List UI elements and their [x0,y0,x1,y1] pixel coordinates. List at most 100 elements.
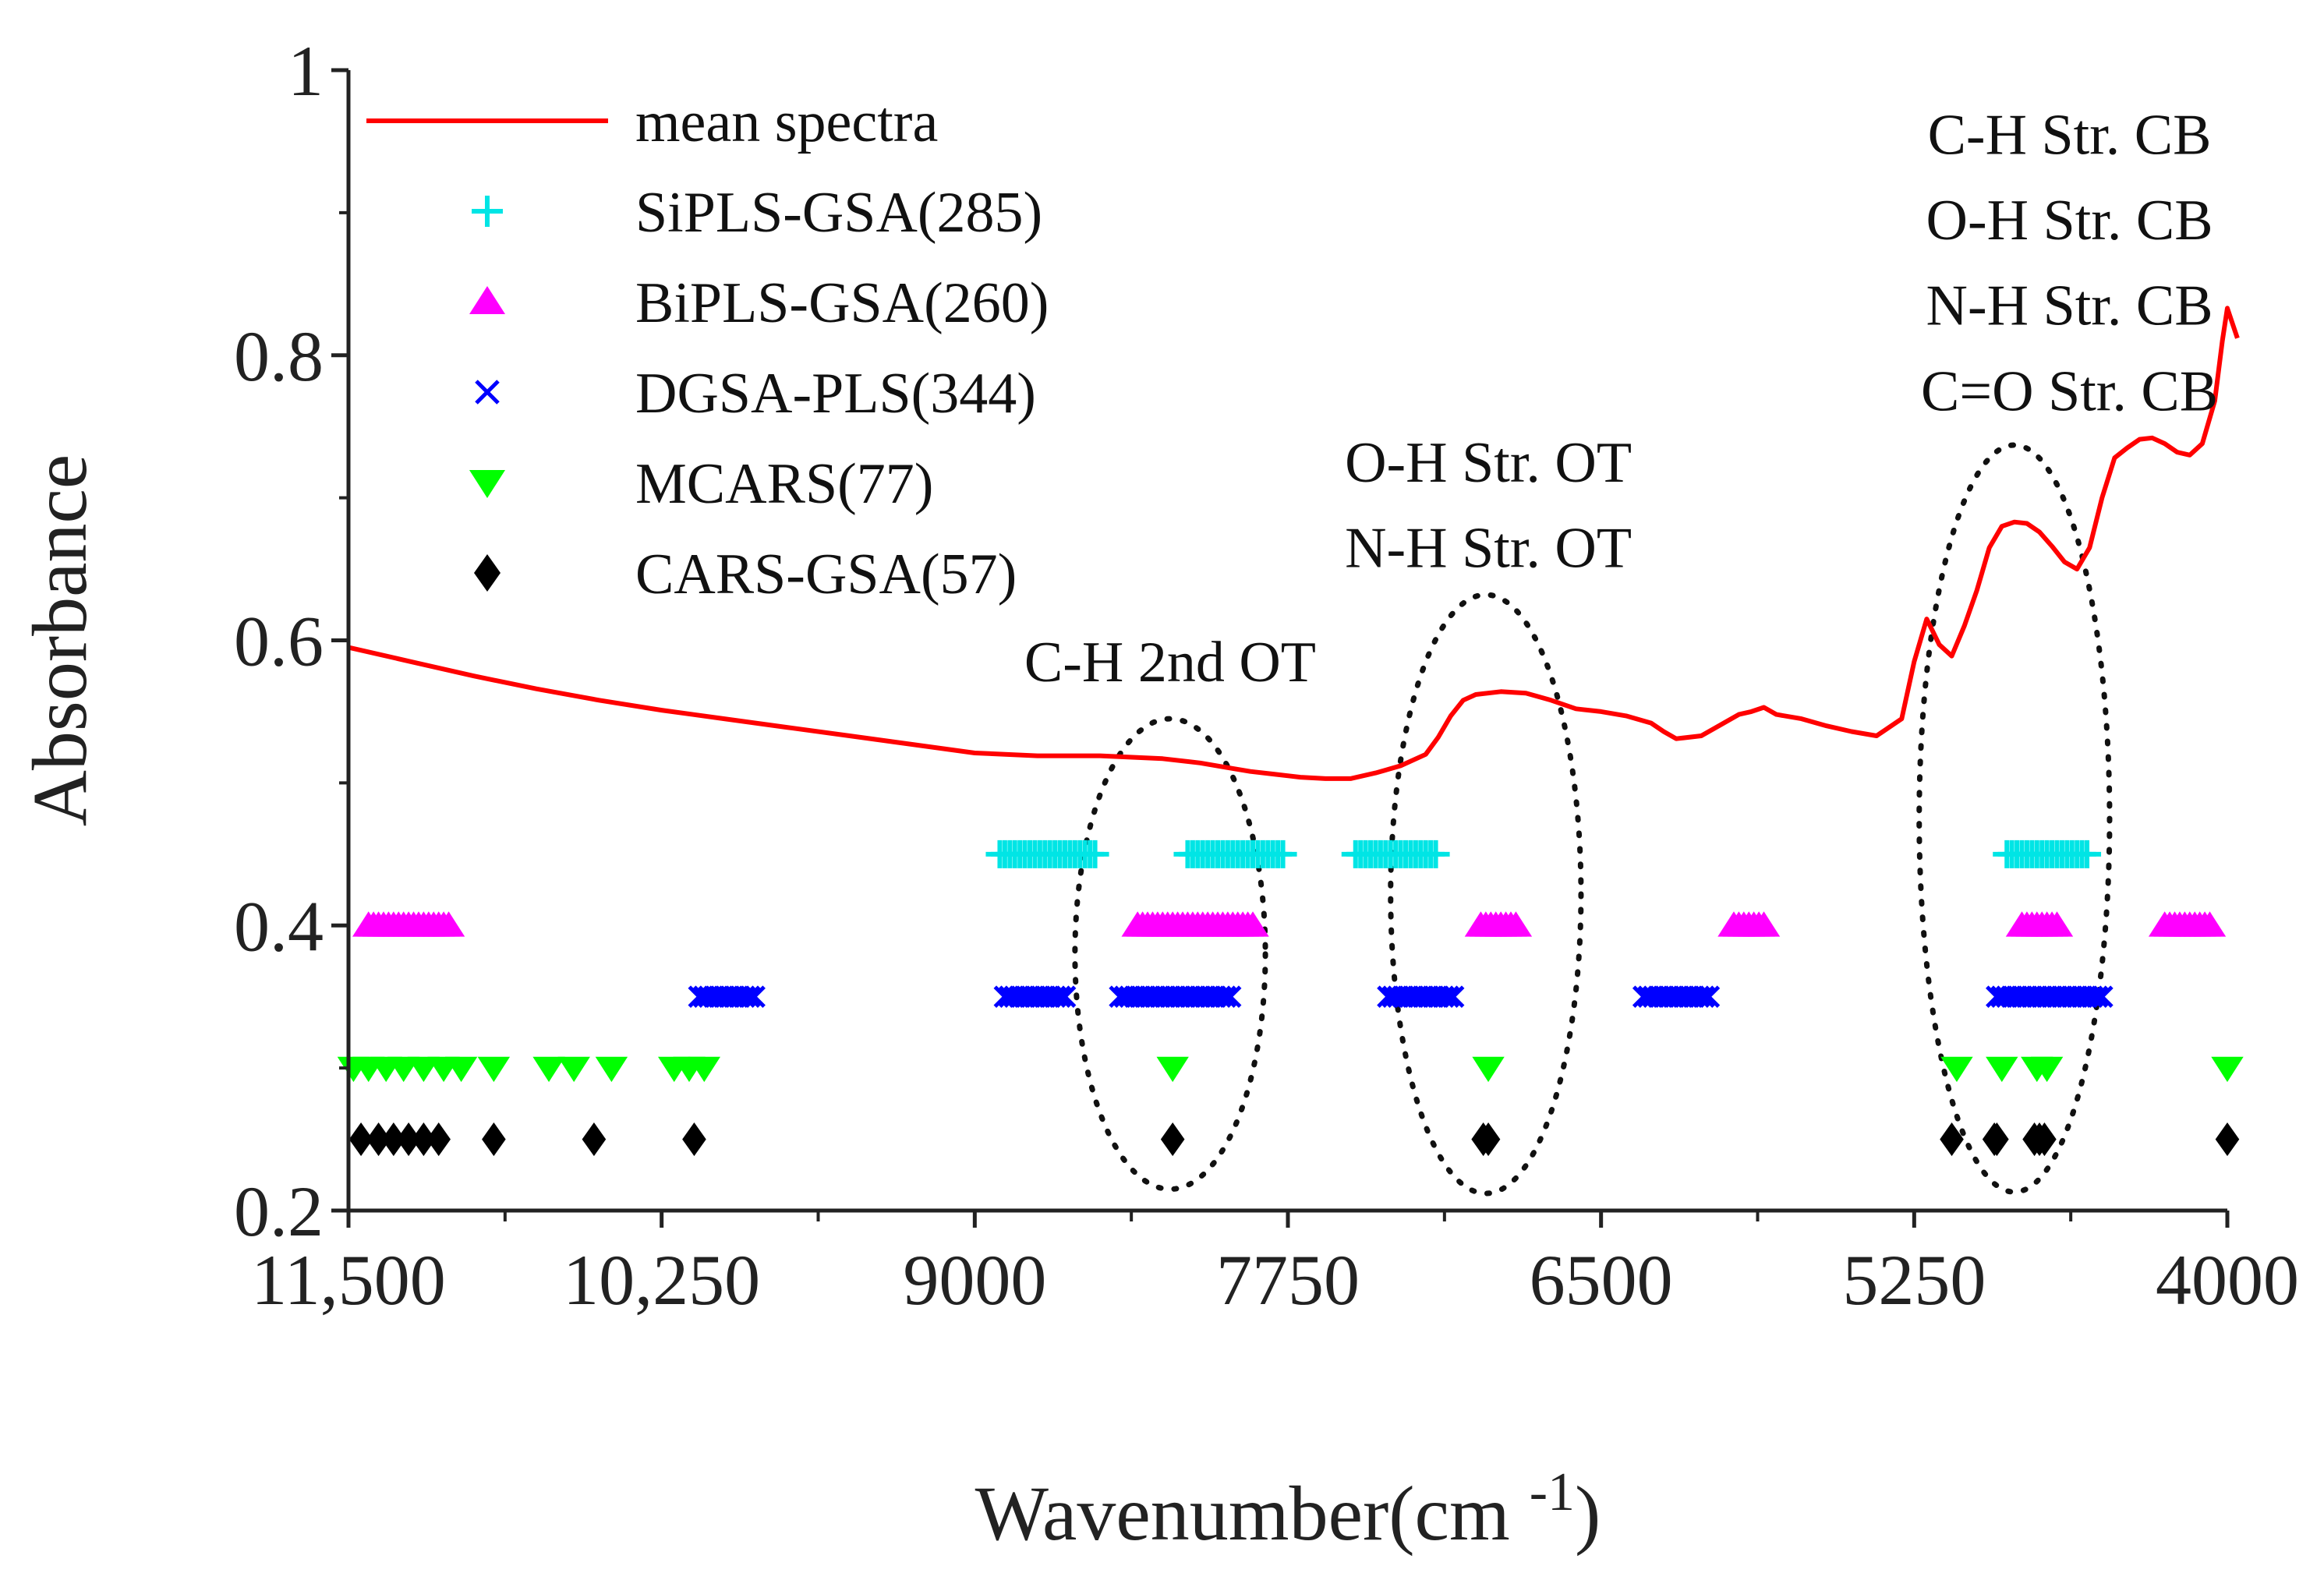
y-tick-label: 0.8 [234,316,324,396]
y-tick-label: 0.4 [234,886,324,966]
point-cars-gsa-57-4 [412,1122,436,1157]
band-ellipse-3 [1916,442,2113,1195]
annotation-c-h-str-cb: C-H Str. CB [1928,103,2212,167]
legend-label: DGSA-PLS(344) [635,362,1036,426]
x-tick-label: 5250 [1842,1240,1986,1320]
point-cars-gsa-57-11 [1476,1122,1501,1157]
x-tick-label: 6500 [1530,1240,1673,1320]
point-dgsa-pls-344-23 [1049,985,1071,1009]
point-dgsa-pls-344-60 [1437,985,1460,1009]
point-mcars-77-14 [1156,1056,1189,1083]
legend-label: SiPLS-GSA(285) [635,181,1042,245]
point-cars-gsa-57-17 [2032,1122,2057,1157]
band-annotations: C-H 2nd OT O-H Str. OT N-H Str. OT C-H Str.… [1024,103,2218,695]
point-mcars-77-19 [2021,1056,2053,1083]
x-tick-label: 10,250 [563,1240,760,1320]
point-cars-gsa-57-12 [1940,1122,1964,1157]
point-cars-gsa-57-5 [426,1122,451,1157]
annotation-n-h-str-cb: N-H Str. CB [1926,274,2213,338]
series-mcars-77 [337,1056,2244,1083]
legend: mean spectra SiPLS-GSA(285) BiPLS-GSA(260)… [366,90,1049,606]
series-bipls-gsa-260 [352,911,2227,937]
point-dgsa-pls-344-10 [738,985,761,1009]
point-cars-gsa-57-1 [366,1122,391,1157]
point-mcars-77-16 [1940,1056,1973,1083]
legend-label: CARS-GSA(57) [635,543,1017,606]
legend-entry-mean-spectra: mean spectra [366,90,938,154]
x-tick-label: 9000 [903,1240,1046,1320]
x-tick-label: 7750 [1216,1240,1360,1320]
point-dgsa-pls-344-22 [1043,985,1066,1009]
series-cars-gsa-57 [348,1122,2240,1157]
y-tick-label: 0.6 [234,602,324,681]
legend-marker-swatch [475,380,500,405]
point-cars-gsa-57-7 [582,1122,607,1157]
point-sipls-gsa-285-19 [1081,840,1109,868]
y-tick-label: 0.2 [234,1172,324,1251]
point-bipls-gsa-260-55 [1747,911,1781,937]
point-cars-gsa-57-0 [348,1122,373,1157]
point-dgsa-pls-344-9 [733,985,756,1009]
legend-entry-sipls-gsa-285: SiPLS-GSA(285) [472,181,1042,245]
point-sipls-gsa-285-56 [1421,840,1450,868]
series-dgsa-pls-344 [688,985,2114,1009]
legend-marker-swatch [469,286,505,314]
annotation-c-o-str-cb: C=O Str. CB [1921,359,2218,423]
mean-spectra-line [348,306,2240,781]
point-bipls-gsa-260-73 [2193,911,2227,937]
point-mcars-77-13 [688,1056,720,1083]
point-dgsa-pls-344-45 [1208,985,1232,1009]
legend-label: mean spectra [635,90,938,154]
point-cars-gsa-57-9 [1160,1122,1185,1157]
legend-marker-swatch [474,554,501,592]
point-cars-gsa-57-3 [396,1122,421,1157]
annotation-c-h-2nd-ot: C-H 2nd OT [1024,631,1316,695]
marker-series-layer [337,840,2244,1157]
point-cars-gsa-57-14 [1985,1122,2009,1157]
point-cars-gsa-57-8 [682,1122,706,1157]
point-cars-gsa-57-6 [482,1122,506,1157]
point-sipls-gsa-285-39 [1268,840,1297,868]
y-tick-label: 1 [288,31,324,111]
mean-spectra-layer [348,306,2240,781]
legend-entry-bipls-gsa-260: BiPLS-GSA(260) [469,271,1049,335]
point-mcars-77-20 [2211,1056,2244,1083]
x-tick-label: 4000 [2156,1240,2299,1320]
legend-marker-swatch [472,196,503,227]
band-ellipse-1 [1072,716,1268,1193]
point-bipls-gsa-260-48 [1499,911,1533,937]
point-sipls-gsa-285-73 [2073,840,2102,868]
legend-label: BiPLS-GSA(260) [635,271,1049,335]
annotation-o-h-str-cb: O-H Str. CB [1926,189,2213,253]
legend-entry-dgsa-pls-344: DGSA-PLS(344) [475,362,1036,426]
point-dgsa-pls-344-96 [2085,985,2109,1009]
point-dgsa-pls-344-11 [743,985,766,1009]
point-cars-gsa-57-2 [381,1122,406,1157]
point-mcars-77-15 [1472,1056,1505,1083]
point-cars-gsa-57-18 [2215,1122,2240,1157]
annotation-o-h-str-ot: O-H Str. OT [1345,431,1632,495]
legend-entry-cars-gsa-57: CARS-GSA(57) [474,543,1017,606]
point-dgsa-pls-344-61 [1441,985,1465,1009]
point-mcars-77-10 [595,1056,628,1083]
point-bipls-gsa-260-63 [2040,911,2074,937]
point-mcars-77-7 [477,1056,511,1083]
band-ellipses [1072,442,2113,1197]
point-dgsa-pls-344-74 [1693,985,1715,1009]
point-bipls-gsa-260-16 [432,911,465,937]
x-tick-label: 11,500 [251,1240,446,1320]
point-dgsa-pls-344-97 [2090,985,2114,1009]
legend-label: MCARS(77) [635,452,933,516]
point-dgsa-pls-344-75 [1697,985,1721,1009]
x-axis-title: Wavenumber(cm -1) [975,1462,1601,1557]
point-mcars-77-9 [557,1056,590,1083]
series-sipls-gsa-285 [985,840,2102,868]
point-bipls-gsa-260-40 [1236,911,1269,937]
annotation-n-h-str-ot: N-H Str. OT [1345,517,1632,581]
point-dgsa-pls-344-95 [2081,985,2103,1009]
point-mcars-77-17 [1986,1056,2018,1083]
point-mcars-77-8 [532,1056,565,1083]
legend-entry-mcars-77: MCARS(77) [469,452,933,516]
band-ellipse-2 [1388,592,1584,1197]
